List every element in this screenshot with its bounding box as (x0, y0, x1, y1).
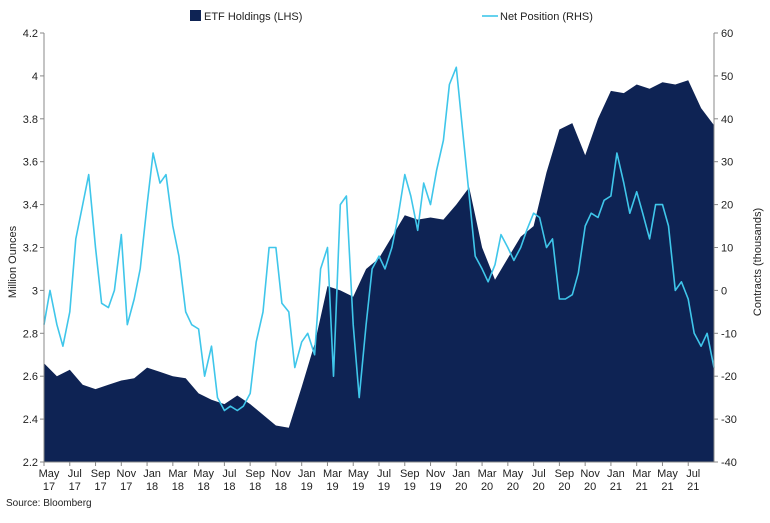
x-tick-label-month: Jul (686, 468, 700, 480)
left-tick-label: 3.4 (23, 200, 38, 212)
x-tick-label-month: Jan (452, 468, 470, 480)
x-tick-label-month: Jul (377, 468, 391, 480)
x-tick-label-year: 19 (352, 481, 364, 493)
right-tick-label: 60 (721, 28, 733, 40)
x-tick-label-month: Jul (68, 468, 82, 480)
right-tick-label: 10 (721, 243, 733, 255)
x-tick-label-month: May (348, 468, 369, 480)
right-axis-ticks: -40 -30 -20 -10 0 10 20 30 40 50 60 (714, 28, 737, 469)
x-tick-label-month: Sep (555, 468, 575, 480)
x-tick-label-year: 21 (687, 481, 699, 493)
x-tick-label-year: 20 (455, 481, 467, 493)
x-tick-label-month: Nov (580, 468, 600, 480)
x-tick-label-year: 17 (43, 481, 55, 493)
x-tick-label-month: Jul (532, 468, 546, 480)
right-tick-label: 30 (721, 157, 733, 169)
left-tick-label: 3.6 (23, 157, 38, 169)
x-tick-label-month: Jan (143, 468, 161, 480)
x-tick-label-year: 21 (661, 481, 673, 493)
x-tick-label-month: May (39, 468, 60, 480)
left-tick-label: 3.2 (23, 243, 38, 255)
x-tick-label-month: May (502, 468, 523, 480)
plot-area (43, 66, 715, 462)
right-tick-label: -10 (721, 328, 737, 340)
source-note: Source: Bloomberg (6, 498, 92, 509)
legend-label-net-position: Net Position (RHS) (500, 11, 593, 23)
x-tick-label-year: 18 (146, 481, 158, 493)
right-tick-label: 0 (721, 285, 727, 297)
x-tick-label-month: Sep (245, 468, 265, 480)
x-tick-label-month: Nov (426, 468, 446, 480)
x-tick-label-year: 18 (197, 481, 209, 493)
x-tick-label-year: 17 (69, 481, 81, 493)
x-tick-label-month: Jan (607, 468, 625, 480)
right-tick-label: -30 (721, 414, 737, 426)
x-tick-label-year: 20 (532, 481, 544, 493)
left-tick-label: 3.8 (23, 114, 38, 126)
x-tick-label-year: 19 (404, 481, 416, 493)
x-tick-label-year: 20 (481, 481, 493, 493)
series-line-net-position (43, 66, 715, 412)
left-axis-ticks: 2.2 2.4 2.6 2.8 3 3.2 3.4 3.6 3.8 4 4.2 (23, 28, 44, 469)
x-tick-label-year: 21 (636, 481, 648, 493)
left-tick-label: 3 (32, 285, 38, 297)
x-axis-ticks: May17Jul17Sep17Nov17Jan18Mar18May18Jul18… (39, 462, 700, 493)
x-tick-label-month: Nov (271, 468, 291, 480)
x-tick-label-year: 20 (558, 481, 570, 493)
x-tick-label-year: 19 (301, 481, 313, 493)
left-tick-label: 2.8 (23, 328, 38, 340)
legend-label-etf-holdings: ETF Holdings (LHS) (204, 11, 302, 23)
left-tick-label: 2.6 (23, 371, 38, 383)
x-tick-label-month: Jul (222, 468, 236, 480)
left-tick-label: 4.2 (23, 28, 38, 40)
x-tick-label-month: Mar (168, 468, 187, 480)
x-tick-label-month: May (657, 468, 678, 480)
left-tick-label: 2.4 (23, 414, 38, 426)
x-tick-label-month: Sep (400, 468, 420, 480)
x-tick-label-month: Nov (117, 468, 137, 480)
right-tick-label: 20 (721, 200, 733, 212)
right-tick-label: -20 (721, 371, 737, 383)
x-tick-label-year: 18 (172, 481, 184, 493)
left-tick-label: 4 (32, 71, 38, 83)
x-tick-label-year: 20 (584, 481, 596, 493)
x-tick-label-year: 17 (120, 481, 132, 493)
right-axis-title: Contracts (thousands) (752, 208, 764, 316)
right-tick-label: 40 (721, 114, 733, 126)
x-tick-label-year: 19 (326, 481, 338, 493)
x-tick-label-year: 19 (429, 481, 441, 493)
legend-swatch-etf-holdings (190, 10, 201, 21)
x-tick-label-year: 20 (507, 481, 519, 493)
x-tick-label-year: 18 (275, 481, 287, 493)
legend: ETF Holdings (LHS) Net Position (RHS) (190, 10, 593, 23)
x-tick-label-month: Mar (632, 468, 651, 480)
x-tick-label-year: 18 (223, 481, 235, 493)
x-tick-label-year: 18 (249, 481, 261, 493)
series-area-etf-holdings (44, 80, 714, 462)
x-tick-label-month: May (193, 468, 214, 480)
right-tick-label: -40 (721, 457, 737, 469)
x-tick-label-year: 19 (378, 481, 390, 493)
x-tick-label-year: 17 (94, 481, 106, 493)
x-tick-label-month: Sep (91, 468, 111, 480)
x-tick-label-month: Jan (298, 468, 316, 480)
x-tick-label-year: 21 (610, 481, 622, 493)
x-tick-label-month: Mar (323, 468, 342, 480)
left-axis-title: Million Ounces (7, 225, 19, 298)
right-tick-label: 50 (721, 71, 733, 83)
x-tick-label-month: Mar (478, 468, 497, 480)
left-tick-label: 2.2 (23, 457, 38, 469)
